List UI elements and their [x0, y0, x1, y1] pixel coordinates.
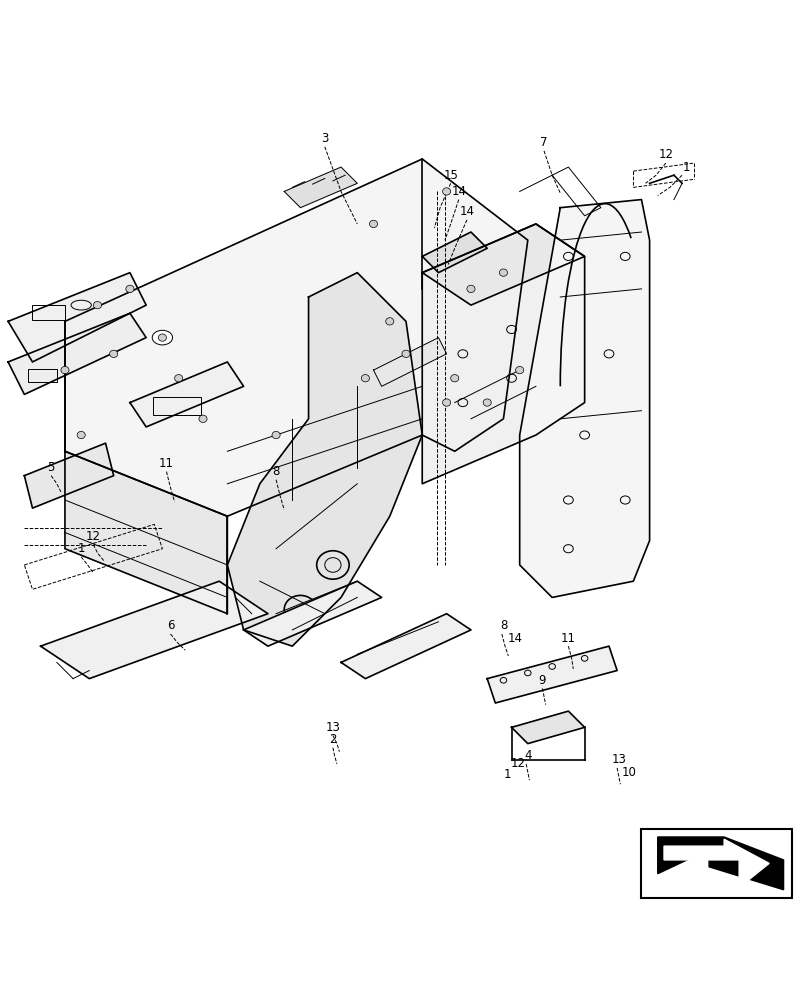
Polygon shape [65, 451, 227, 614]
Polygon shape [422, 224, 584, 484]
Polygon shape [519, 200, 649, 597]
Polygon shape [65, 159, 527, 516]
Polygon shape [373, 338, 446, 386]
Polygon shape [41, 581, 268, 679]
Ellipse shape [109, 350, 118, 357]
Text: 14: 14 [508, 632, 522, 645]
Ellipse shape [77, 431, 85, 439]
Ellipse shape [450, 375, 458, 382]
Text: 15: 15 [443, 169, 457, 182]
Ellipse shape [61, 366, 69, 374]
Ellipse shape [483, 399, 491, 406]
Ellipse shape [466, 285, 474, 293]
Polygon shape [422, 232, 487, 273]
Polygon shape [8, 273, 146, 362]
Text: 4: 4 [523, 749, 531, 762]
Ellipse shape [499, 269, 507, 276]
Bar [641, 829, 791, 898]
Bar [32, 305, 65, 320]
Ellipse shape [442, 188, 450, 195]
Text: 14: 14 [459, 205, 474, 218]
Polygon shape [284, 167, 357, 208]
Ellipse shape [158, 334, 166, 341]
Text: 13: 13 [325, 721, 340, 734]
Text: 6: 6 [166, 619, 174, 632]
Text: 7: 7 [539, 136, 547, 149]
Ellipse shape [385, 318, 393, 325]
Ellipse shape [369, 220, 377, 228]
Ellipse shape [152, 330, 173, 345]
Ellipse shape [401, 350, 410, 357]
Polygon shape [487, 646, 616, 703]
Polygon shape [341, 614, 470, 679]
Polygon shape [657, 837, 783, 890]
Ellipse shape [515, 366, 523, 374]
Ellipse shape [199, 415, 207, 422]
Ellipse shape [126, 285, 134, 293]
Text: 1: 1 [77, 542, 85, 555]
Ellipse shape [442, 399, 450, 406]
Polygon shape [511, 711, 584, 744]
Ellipse shape [361, 375, 369, 382]
Text: 12: 12 [86, 530, 101, 543]
Text: 11: 11 [560, 632, 575, 645]
Text: 3: 3 [320, 132, 328, 145]
Text: 5: 5 [47, 461, 55, 474]
Ellipse shape [93, 301, 101, 309]
Bar [28, 369, 57, 382]
Polygon shape [243, 581, 381, 646]
Text: 14: 14 [451, 185, 466, 198]
Text: 11: 11 [159, 457, 174, 470]
Polygon shape [24, 443, 114, 508]
Text: 12: 12 [658, 148, 672, 161]
Text: 12: 12 [510, 757, 525, 770]
Text: 8: 8 [272, 465, 280, 478]
Polygon shape [422, 224, 584, 305]
Text: 1: 1 [681, 161, 689, 174]
Text: 10: 10 [621, 766, 636, 779]
Text: 8: 8 [499, 619, 507, 632]
Bar [152, 397, 201, 415]
Polygon shape [130, 362, 243, 427]
Polygon shape [8, 313, 146, 394]
Ellipse shape [272, 431, 280, 439]
Polygon shape [663, 839, 768, 888]
Text: 13: 13 [611, 753, 625, 766]
Text: 2: 2 [328, 733, 337, 746]
Polygon shape [227, 273, 422, 646]
Text: 1: 1 [503, 768, 511, 781]
Ellipse shape [174, 375, 182, 382]
Text: 9: 9 [538, 674, 546, 687]
